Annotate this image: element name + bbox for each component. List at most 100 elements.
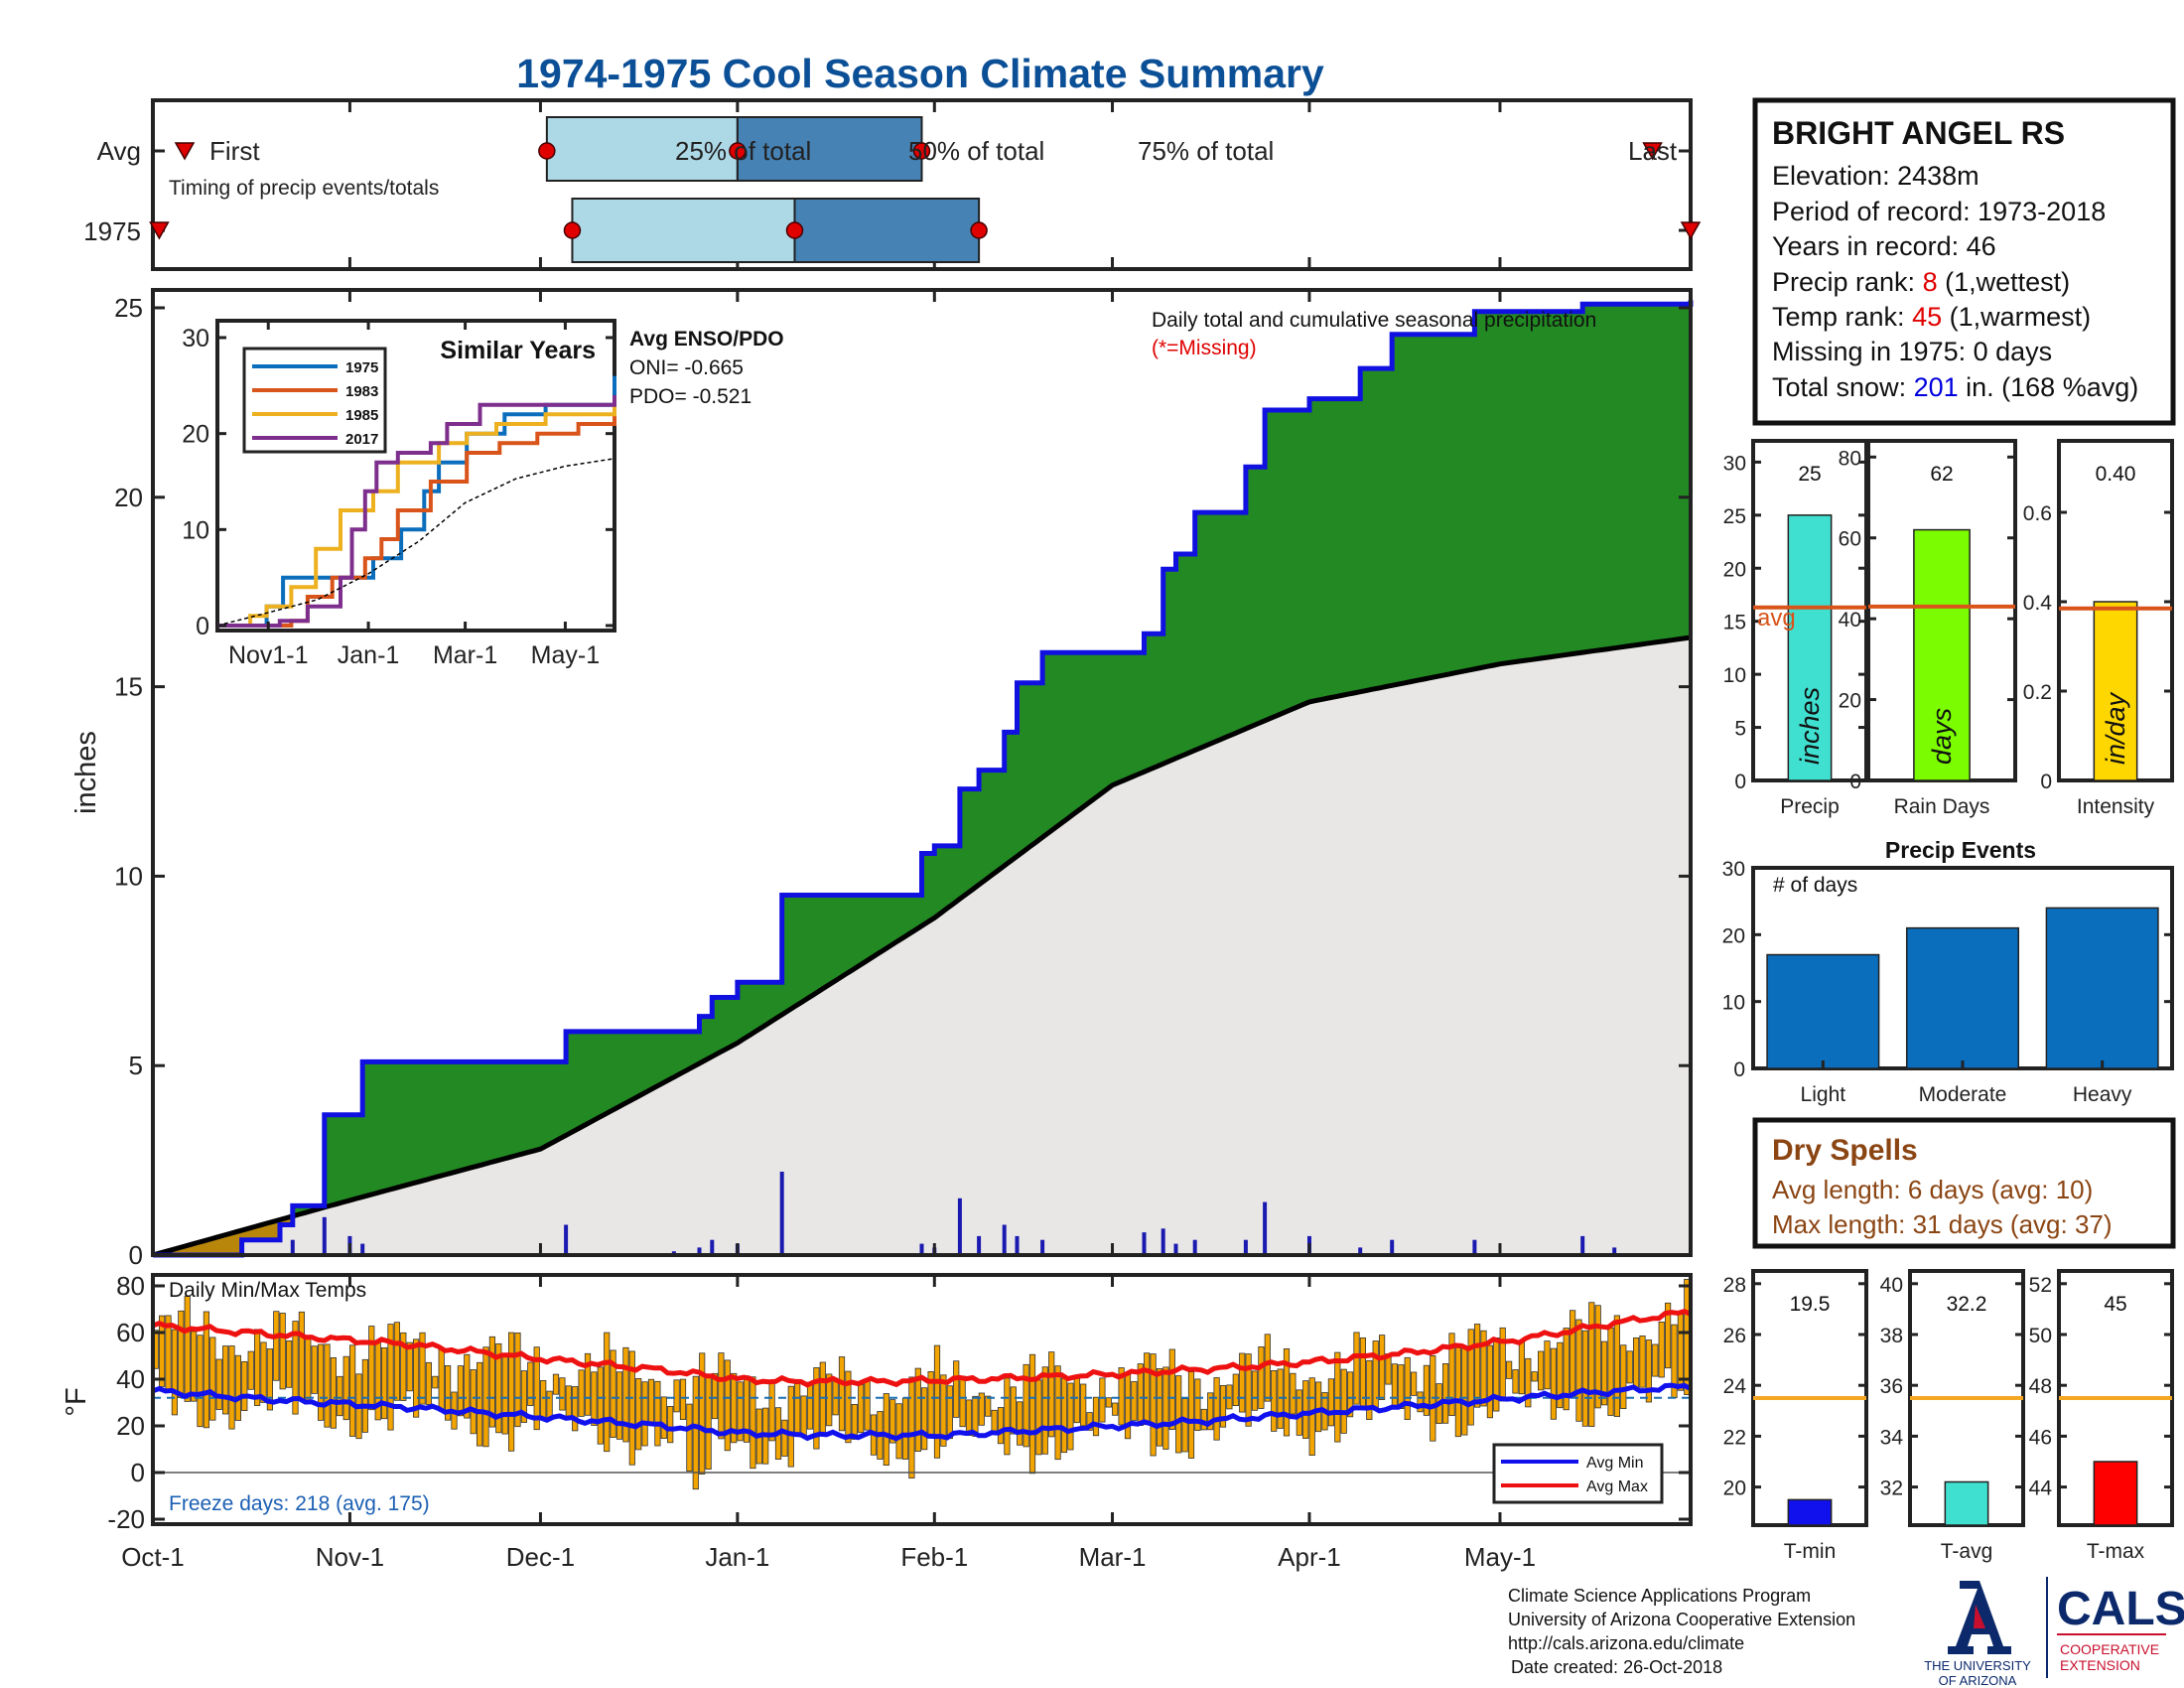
daily-temp-bar xyxy=(686,1403,693,1472)
daily-temp-bar xyxy=(604,1332,611,1453)
daily-temp-bar xyxy=(1531,1371,1538,1382)
summary-value-label: 45 xyxy=(2104,1293,2126,1316)
main-ytick-label: 20 xyxy=(114,483,143,512)
daily-temp-bar xyxy=(298,1311,306,1400)
summary-ytick-label: 60 xyxy=(1839,528,1861,551)
inset-xtick-label: May-1 xyxy=(531,641,600,669)
daily-temp-bar xyxy=(692,1375,699,1490)
summary-ytick-label: 46 xyxy=(2029,1426,2052,1449)
daily-temp-bar xyxy=(1538,1350,1545,1391)
daily-temp-bar xyxy=(654,1380,661,1447)
avg-min-temp-line xyxy=(152,1382,1693,1442)
daily-temp-bar xyxy=(209,1336,216,1421)
daily-temp-bar xyxy=(380,1347,388,1420)
events-title: Precip Events xyxy=(1885,837,2036,863)
daily-temp-bar xyxy=(901,1397,909,1460)
daily-precip-bar xyxy=(1390,1239,1395,1255)
summary-value-bar xyxy=(1913,528,1971,781)
summary-ytick-label: 15 xyxy=(1723,612,1746,634)
station-period: Period of record: 1973-2018 xyxy=(1772,197,2106,226)
daily-temp-bar xyxy=(1023,1363,1029,1448)
daily-temp-bar xyxy=(1442,1363,1449,1424)
daily-precip-bar xyxy=(290,1239,295,1255)
summary-value-bar xyxy=(2093,1461,2138,1526)
daily-temp-bar xyxy=(1448,1333,1455,1417)
freeze-days-label: Freeze days: 218 (avg. 175) xyxy=(169,1492,430,1515)
timing-panel: Avg 1975 First Last Timing of precip eve… xyxy=(83,98,1702,271)
daily-temp-bar xyxy=(241,1361,248,1412)
station-name: BRIGHT ANGEL RS xyxy=(1772,115,2065,151)
station-years: Years in record: 46 xyxy=(1772,231,1996,261)
summary-panel-t-avg: 32 34 36 38 40 32.2 T-avg xyxy=(1880,1269,2025,1563)
inset-ytick-label: 10 xyxy=(182,516,209,544)
timing-box-50-75 xyxy=(793,198,981,263)
daily-temp-bar xyxy=(203,1311,209,1429)
daily-temp-bar xyxy=(813,1367,820,1450)
summary-value-label: 19.5 xyxy=(1790,1293,1831,1316)
daily-temp-bar xyxy=(266,1348,274,1411)
dry-title: Dry Spells xyxy=(1772,1134,1918,1167)
summary-unit-label: in/day xyxy=(2101,691,2130,765)
daily-temp-bar xyxy=(508,1332,515,1452)
inset-legend-label: 1985 xyxy=(345,407,378,424)
xtick-label: Jan-1 xyxy=(705,1542,769,1572)
daily-temp-bar xyxy=(234,1354,241,1421)
daily-temp-bar xyxy=(1544,1340,1551,1390)
daily-temp-bar xyxy=(1506,1360,1513,1379)
daily-temp-bar xyxy=(464,1353,471,1419)
daily-temp-bar xyxy=(1099,1377,1106,1423)
daily-temp-bar xyxy=(724,1359,731,1452)
daily-temp-bar xyxy=(1563,1328,1570,1411)
daily-temp-bar xyxy=(845,1370,852,1444)
daily-temp-bar xyxy=(393,1322,401,1401)
inset-legend-label: 1975 xyxy=(345,359,378,376)
daily-temp-bar xyxy=(1347,1371,1354,1418)
inset-ytick-label: 30 xyxy=(182,325,209,352)
daily-temp-bar xyxy=(997,1407,1005,1445)
daily-temp-bar xyxy=(311,1345,318,1394)
xtick-label: Nov-1 xyxy=(316,1542,384,1572)
summary-ytick-label: 0 xyxy=(1734,771,1746,793)
timing-50-label: 50% of total xyxy=(908,136,1044,166)
timing-percentile-marker xyxy=(563,221,582,239)
timing-last-label: Last xyxy=(1628,136,1678,166)
daily-temp-bar xyxy=(559,1377,566,1411)
events-bar xyxy=(1766,953,1880,1069)
daily-temp-bar xyxy=(1010,1386,1017,1435)
daily-temp-bar xyxy=(1283,1348,1291,1437)
events-sub: # of days xyxy=(1773,874,1857,897)
daily-temp-bar xyxy=(1245,1353,1252,1427)
daily-temp-bar xyxy=(787,1385,794,1468)
summary-ytick-label: 22 xyxy=(1723,1426,1746,1449)
daily-temp-bar xyxy=(1652,1343,1659,1377)
daily-temp-bar xyxy=(750,1376,756,1470)
daily-temp-bar xyxy=(215,1358,222,1410)
daily-temp-bar xyxy=(978,1392,985,1426)
inset-xtick-label: Mar-1 xyxy=(433,641,497,669)
daily-temp-bar xyxy=(1080,1383,1087,1427)
daily-temp-bar xyxy=(412,1338,420,1418)
daily-temp-bar xyxy=(1168,1348,1175,1430)
daily-temp-bar xyxy=(718,1352,725,1440)
temp-ytick-label: 40 xyxy=(116,1364,145,1394)
timing-first-last-marker xyxy=(1680,221,1702,240)
daily-temp-bar xyxy=(933,1344,941,1459)
daily-precip-bar xyxy=(1263,1201,1268,1255)
timing-first-label: First xyxy=(209,136,260,166)
inset-series-average xyxy=(216,458,615,627)
daily-temp-bar xyxy=(794,1383,801,1436)
timing-75-label: 75% of total xyxy=(1138,136,1274,166)
summary-panel-title: Rain Days xyxy=(1894,795,1990,818)
daily-temp-bar xyxy=(1557,1341,1564,1409)
daily-temp-bar xyxy=(1048,1351,1055,1438)
daily-precip-bar xyxy=(1243,1239,1248,1255)
daily-temp-bar xyxy=(1423,1364,1430,1416)
daily-temp-bar xyxy=(337,1375,343,1417)
daily-temp-bar xyxy=(572,1386,579,1432)
xtick-label: Feb-1 xyxy=(900,1542,968,1572)
inset-title: Similar Years xyxy=(440,337,596,364)
station-missing: Missing in 1975: 0 days xyxy=(1772,337,2052,366)
summary-value-label: 25 xyxy=(1798,463,1821,486)
summary-panel-rain-days: 0 20 40 60 80 62 days Rain Days xyxy=(1839,439,2017,818)
daily-temp-bar xyxy=(800,1395,807,1437)
